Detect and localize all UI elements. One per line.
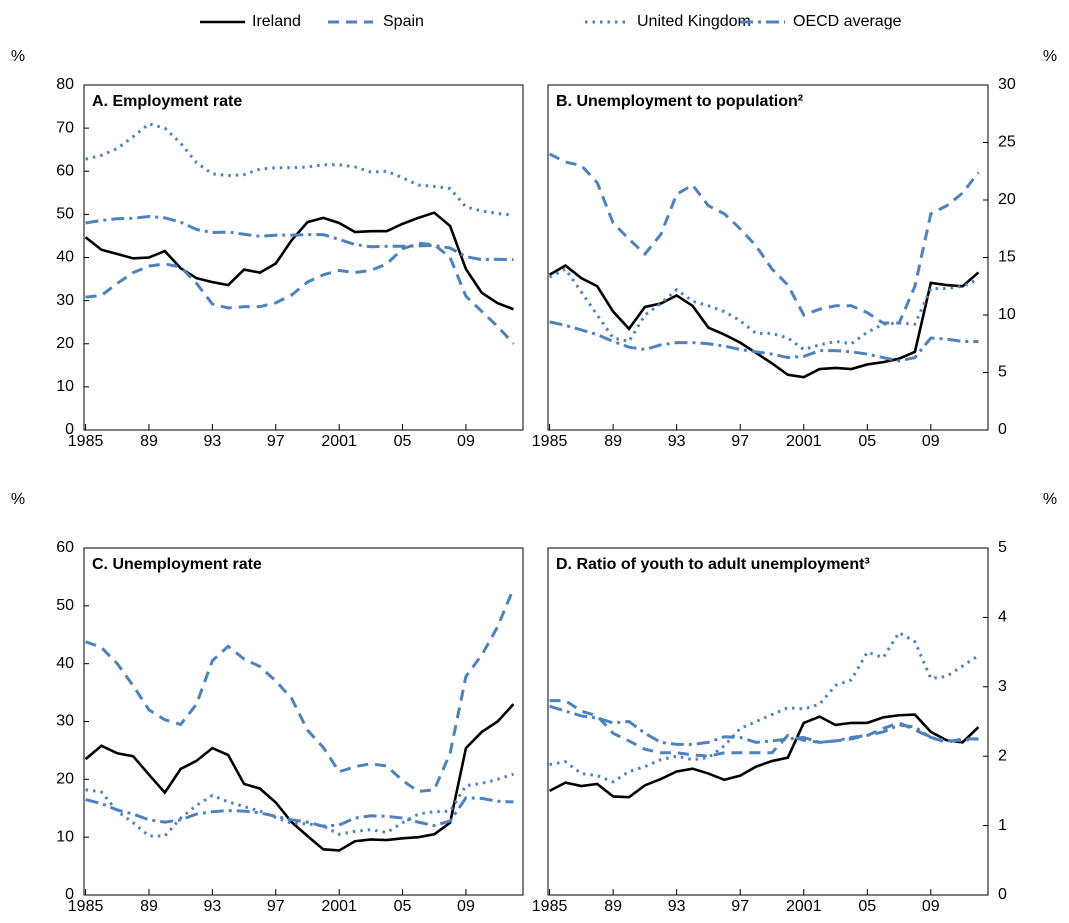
y-tick-label: 50 [56, 597, 74, 614]
x-tick-label: 93 [668, 433, 686, 450]
x-tick-label: 09 [457, 433, 475, 450]
x-tick-label: 1985 [532, 898, 568, 915]
series-line [85, 587, 515, 794]
x-tick-label: 93 [203, 433, 221, 450]
panel-frame [547, 547, 989, 896]
x-tick-label: 97 [731, 433, 749, 450]
x-tick-label: 97 [731, 898, 749, 915]
y-tick-label: 10 [56, 828, 74, 845]
y-tick-label: 40 [56, 249, 74, 266]
series-line [548, 152, 980, 325]
panel-title: D. Ratio of youth to adult unemployment³ [556, 556, 870, 573]
y-tick-label: 20 [56, 771, 74, 788]
x-tick-label: 1985 [68, 898, 104, 915]
y-tick-label: 1 [998, 817, 1007, 834]
y-tick-label: 4 [998, 609, 1007, 626]
y-tick-label: 0 [998, 421, 1007, 438]
y-tick-label: 30 [998, 76, 1016, 93]
y-tick-label: 20 [998, 191, 1016, 208]
y-tick-label: 30 [56, 713, 74, 730]
series-line [549, 630, 980, 784]
y-tick-label: 80 [56, 76, 74, 93]
series-line [548, 263, 980, 379]
panel-title: A. Employment rate [92, 93, 242, 110]
series-line [84, 703, 515, 852]
x-tick-label: 93 [203, 898, 221, 915]
legend-label: Spain [383, 13, 424, 30]
y-tick-label: 20 [56, 335, 74, 352]
x-tick-label: 93 [668, 898, 686, 915]
y-tick-label: 0 [65, 421, 74, 438]
series-line [85, 122, 514, 217]
series-line [549, 704, 979, 746]
series-line [548, 713, 980, 799]
y-tick-label: 60 [56, 162, 74, 179]
x-tick-label: 97 [267, 433, 285, 450]
x-tick-label: 05 [858, 898, 876, 915]
y-tick-label: 25 [998, 134, 1016, 151]
x-tick-label: 1985 [532, 433, 568, 450]
x-tick-label: 89 [140, 898, 158, 915]
x-tick-label: 05 [858, 433, 876, 450]
x-tick-label: 09 [457, 898, 475, 915]
x-tick-label: 09 [922, 433, 940, 450]
y-tick-label: 5 [998, 539, 1007, 556]
x-tick-label: 2001 [786, 433, 822, 450]
y-tick-label: 30 [56, 292, 74, 309]
series-line [85, 215, 514, 262]
y-unit: % [11, 48, 25, 65]
x-tick-label: 05 [394, 433, 412, 450]
legend-label: Ireland [252, 13, 301, 30]
y-tick-label: 3 [998, 678, 1007, 695]
x-tick-label: 2001 [321, 433, 357, 450]
x-tick-label: 2001 [786, 898, 822, 915]
y-tick-label: 60 [56, 539, 74, 556]
series-line [84, 211, 514, 311]
y-tick-label: 50 [56, 206, 74, 223]
series-line [549, 699, 979, 758]
x-tick-label: 89 [604, 433, 622, 450]
panel-title: C. Unemployment rate [92, 556, 262, 573]
series-line [85, 241, 515, 345]
x-tick-label: 2001 [321, 898, 357, 915]
y-unit: % [1043, 491, 1057, 508]
x-tick-label: 05 [394, 898, 412, 915]
y-tick-label: 0 [65, 886, 74, 903]
x-tick-label: 89 [140, 433, 158, 450]
panel-title: B. Unemployment to population² [556, 93, 803, 110]
series-line [85, 772, 514, 838]
x-tick-label: 97 [267, 898, 285, 915]
y-tick-label: 10 [998, 306, 1016, 323]
y-tick-label: 40 [56, 655, 74, 672]
series-line [548, 267, 980, 352]
y-tick-label: 0 [998, 886, 1007, 903]
legend-label: United Kingdom [637, 13, 751, 30]
y-tick-label: 70 [56, 119, 74, 136]
y-tick-label: 2 [998, 747, 1007, 764]
x-tick-label: 09 [922, 898, 940, 915]
y-unit: % [1043, 48, 1057, 65]
x-tick-label: 89 [604, 898, 622, 915]
y-tick-label: 10 [56, 378, 74, 395]
y-tick-label: 15 [998, 249, 1016, 266]
series-line [549, 320, 979, 363]
y-unit: % [11, 491, 25, 508]
legend-label: OECD average [793, 13, 902, 30]
x-tick-label: 1985 [68, 433, 104, 450]
series-line [85, 796, 514, 828]
y-tick-label: 5 [998, 364, 1007, 381]
